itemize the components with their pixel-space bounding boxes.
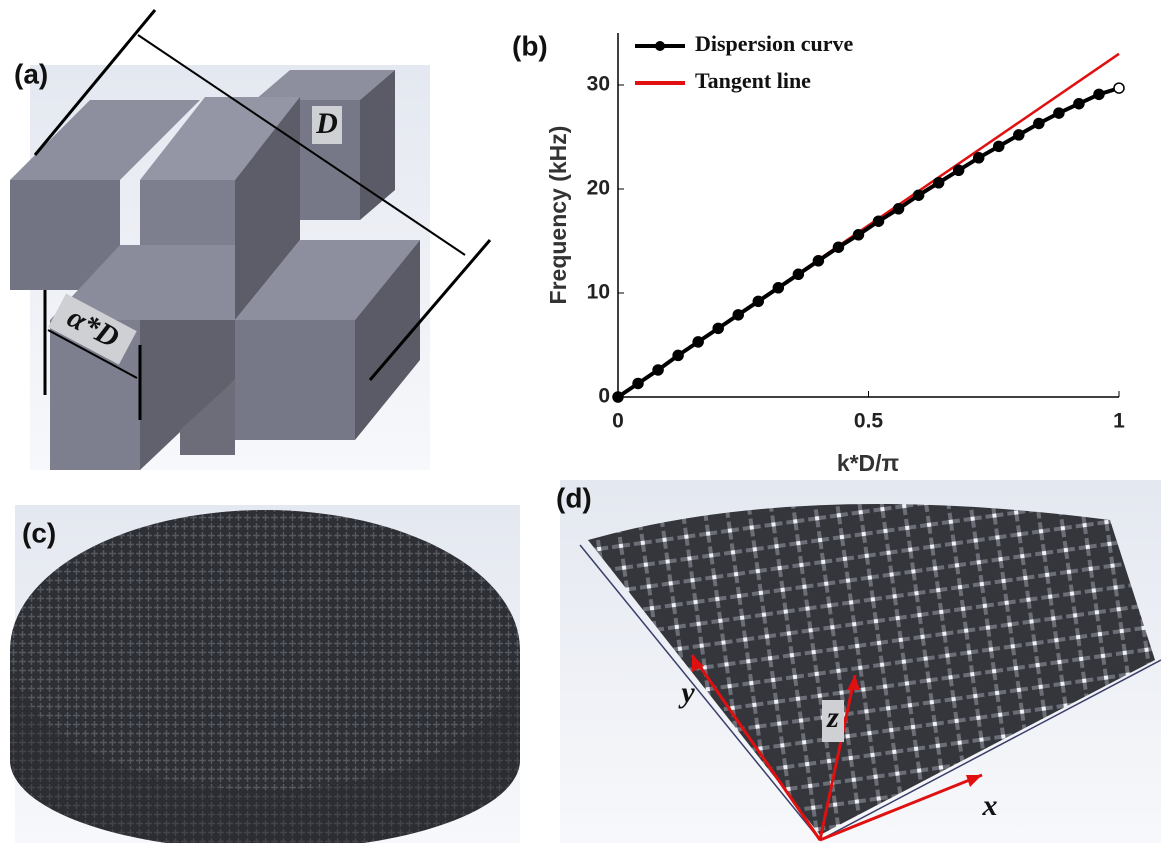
data-point	[773, 283, 783, 293]
figure: D α*D (a) (b) Frequency (kHz) k*D/π 0102…	[0, 0, 1161, 843]
y-tick-label: 0	[598, 385, 610, 408]
data-point	[813, 256, 823, 266]
x-tick-label: 1	[1113, 410, 1125, 433]
axis-name: y	[678, 676, 695, 709]
dimension-label: D	[315, 107, 338, 140]
data-point	[673, 350, 683, 360]
cube-face	[235, 320, 355, 440]
data-point	[633, 378, 643, 388]
data-point	[994, 141, 1004, 151]
data-point	[974, 153, 984, 163]
data-point	[733, 310, 743, 320]
data-point	[693, 337, 703, 347]
data-point	[954, 165, 964, 175]
data-point	[1014, 130, 1024, 140]
data-point	[934, 178, 944, 188]
data-point	[613, 392, 623, 402]
data-point	[833, 242, 843, 252]
y-axis-label: Frequency (kHz)	[545, 126, 571, 305]
data-point	[914, 190, 924, 200]
legend-label: Tangent line	[695, 68, 811, 93]
panel-c: (c)	[10, 505, 520, 843]
axis-name: z	[826, 701, 839, 734]
panel-label: (c)	[22, 517, 56, 548]
x-axis-label: k*D/π	[837, 450, 899, 476]
data-point	[874, 216, 884, 226]
panel-b: (b) Frequency (kHz) k*D/π 0 10 20 30 0 0.5 1 Di…	[512, 30, 1125, 476]
legend-label: Dispersion curve	[695, 31, 854, 56]
axis-name: x	[982, 789, 998, 822]
panel-label: (b)	[512, 30, 548, 61]
panel-label: (d)	[556, 482, 592, 513]
panel-a: D α*D (a)	[10, 10, 490, 470]
data-point	[853, 230, 863, 240]
legend-marker	[655, 41, 665, 51]
x-tick-label: 0	[612, 410, 624, 433]
data-point	[894, 204, 904, 214]
disk-top	[10, 510, 520, 790]
data-point	[793, 269, 803, 279]
data-point	[1094, 89, 1104, 99]
data-point	[653, 365, 663, 375]
y-tick-label: 30	[587, 73, 610, 96]
data-point	[1074, 99, 1084, 109]
x-tick-label: 0.5	[854, 410, 884, 433]
data-point	[713, 323, 723, 333]
data-point	[753, 296, 763, 306]
series-line	[618, 88, 1119, 397]
data-point	[1034, 118, 1044, 128]
y-tick-label: 10	[587, 281, 610, 304]
y-tick-label: 20	[587, 177, 610, 200]
data-point	[1054, 108, 1064, 118]
panel-d: z y x (d)	[556, 480, 1161, 843]
data-point	[1114, 83, 1124, 93]
panel-label: (a)	[14, 58, 48, 89]
